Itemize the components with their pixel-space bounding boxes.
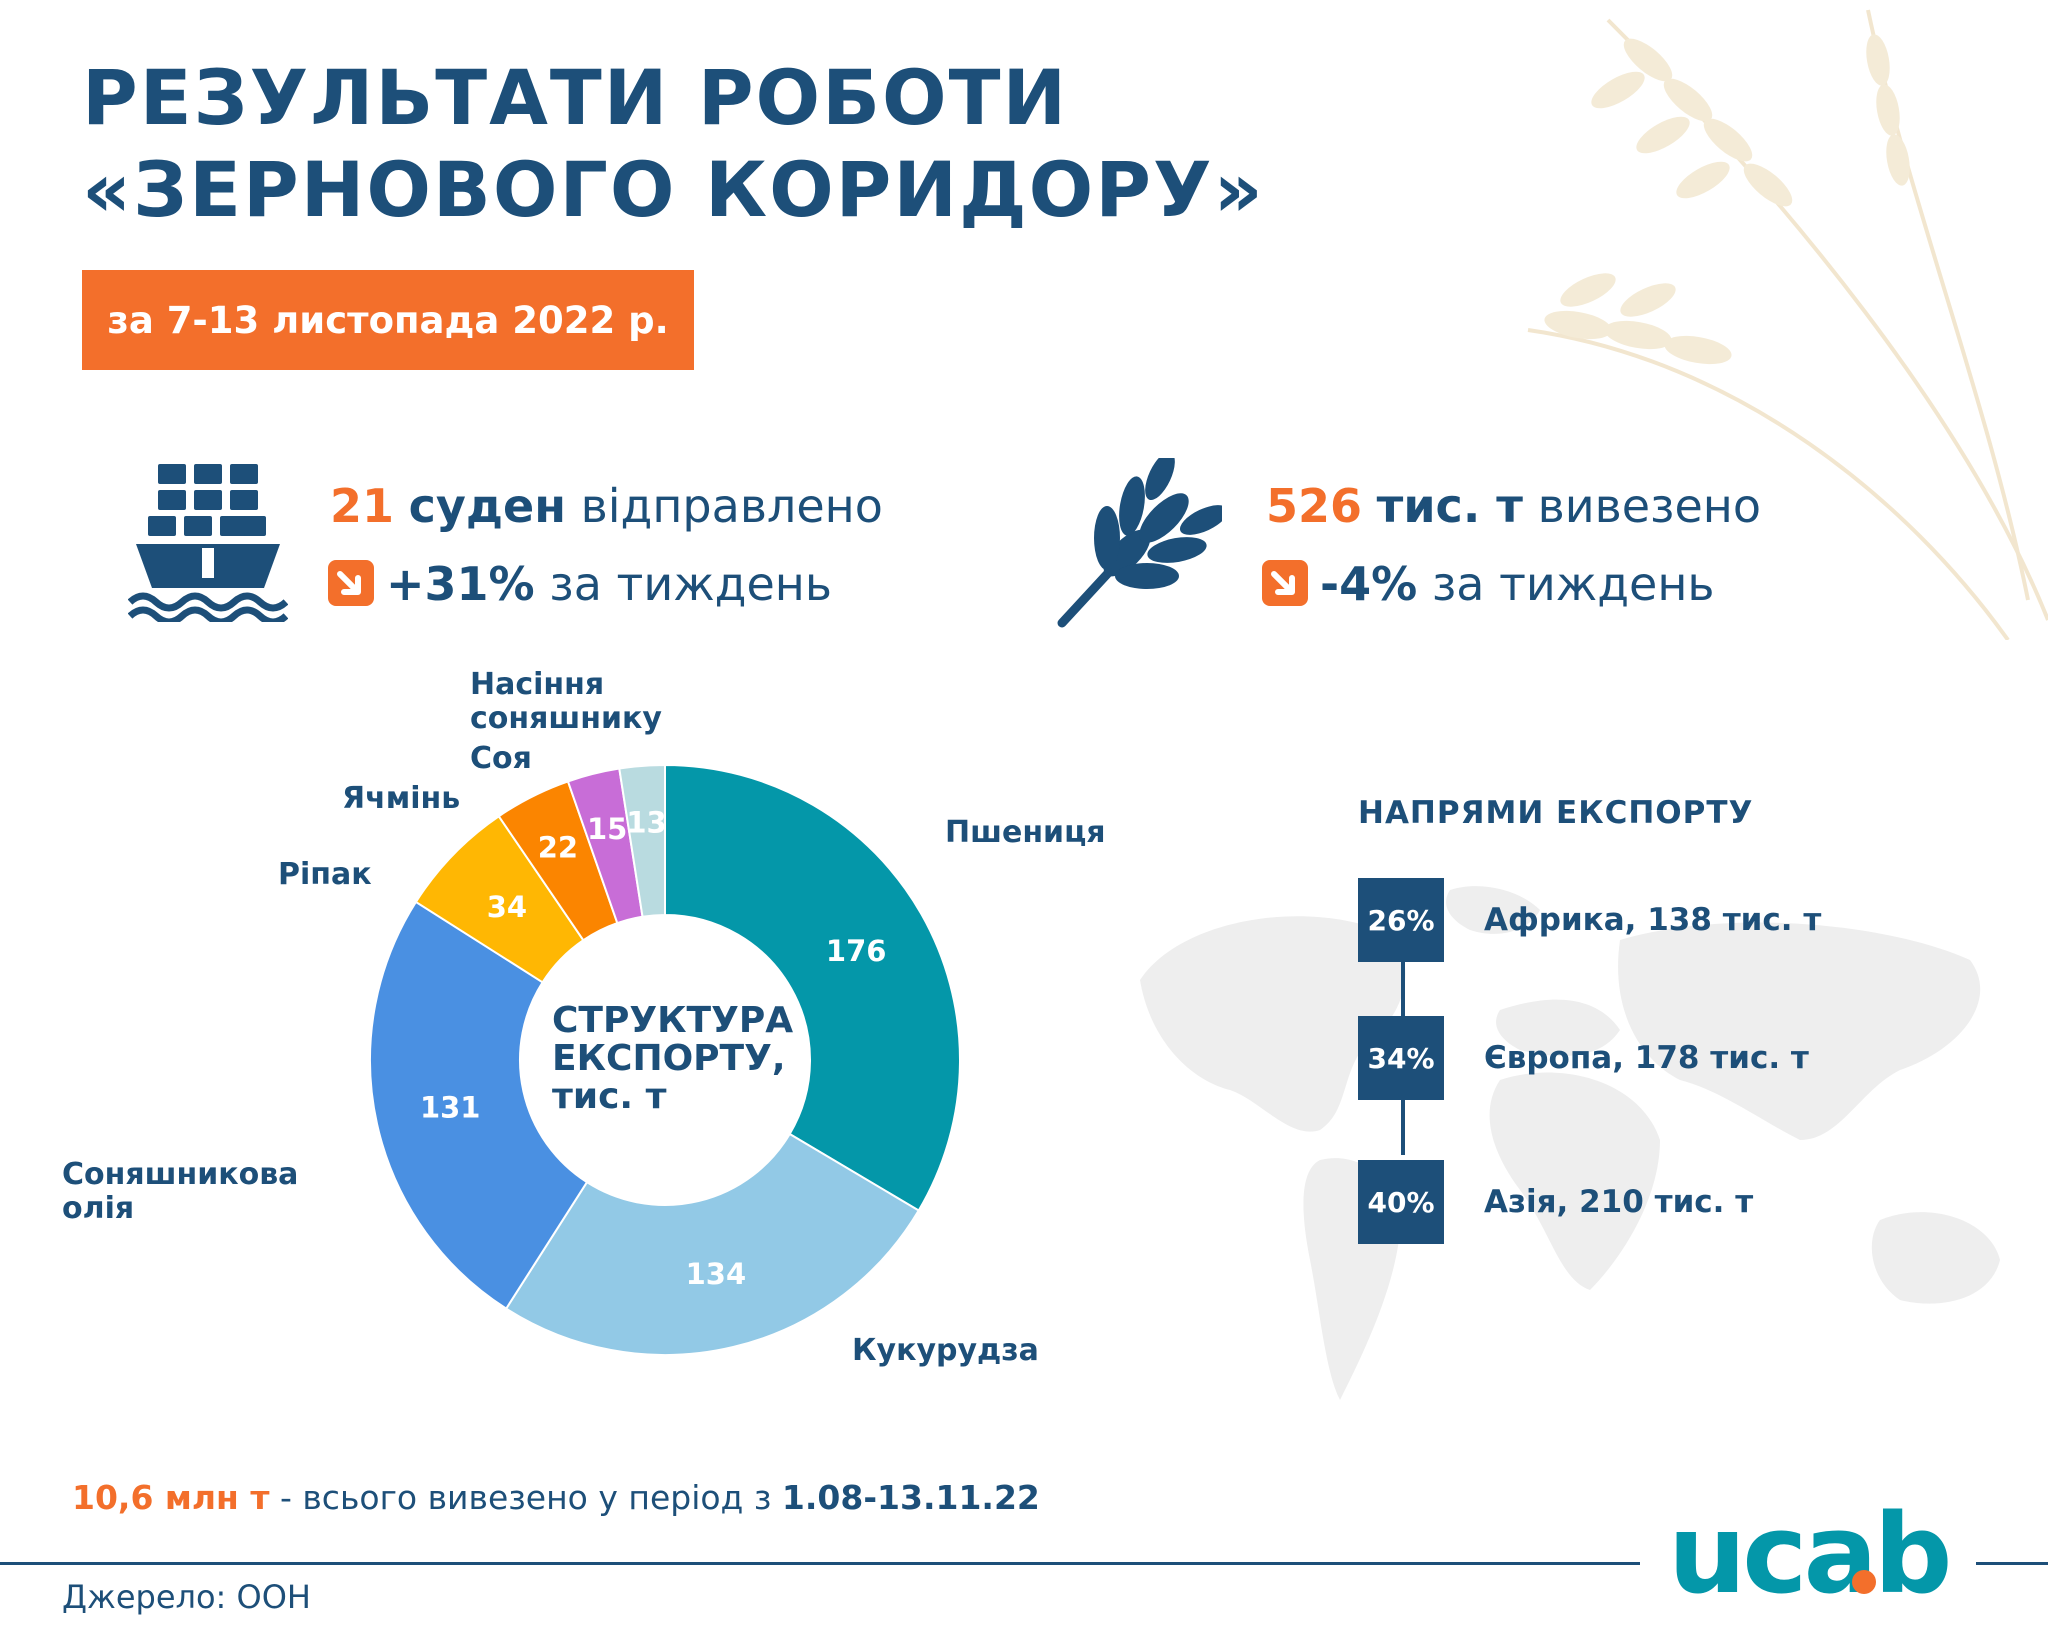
- world-map-icon: [1140, 886, 2000, 1400]
- direction-row-asia: 40% Азія, 210 тис. т: [1358, 1160, 1753, 1244]
- donut-value-label-6: 13: [626, 806, 666, 840]
- ucab-logo: ucab: [1668, 1490, 1958, 1618]
- footer-divider: [1976, 1562, 2048, 1565]
- donut-value-label-3: 34: [487, 890, 527, 924]
- total-period: 1.08-13.11.22: [781, 1478, 1040, 1517]
- tonnage-unit: тис. т: [1376, 479, 1523, 533]
- tonnage-verb: вивезено: [1537, 479, 1761, 533]
- donut-value-label-1: 134: [686, 1257, 747, 1291]
- tonnage-exported-stat: 526 тис. т вивезено: [1266, 478, 1761, 534]
- wheat-ear-icon: [1057, 458, 1222, 628]
- direction-label: Азія, 210 тис. т: [1484, 1184, 1754, 1220]
- trend-arrow-icon: [1262, 560, 1308, 606]
- total-exported-note: 10,6 млн т - всього вивезено у період з …: [72, 1478, 1040, 1517]
- ships-change-suffix: за тиждень: [549, 557, 832, 611]
- total-text: - всього вивезено у період з: [269, 1478, 782, 1517]
- direction-pct: 26%: [1358, 878, 1444, 962]
- tonnage-value: 526: [1266, 479, 1363, 533]
- ships-verb: відправлено: [580, 479, 883, 533]
- donut-category-label-6: Насіння соняшнику: [470, 667, 662, 736]
- wheat-background-icon: [1527, 9, 2048, 640]
- total-value: 10,6 млн т: [72, 1478, 270, 1517]
- direction-label: Європа, 178 тис. т: [1484, 1040, 1809, 1076]
- donut-category-label-2: Соняшникова олія: [62, 1157, 298, 1226]
- tonnage-change-stat: -4% за тиждень: [1262, 556, 1715, 612]
- donut-segment-6: [618, 763, 666, 918]
- chart-center-line-1: СТРУКТУРА: [552, 1000, 793, 1041]
- footer-divider: [0, 1562, 1640, 1565]
- direction-pct: 34%: [1358, 1016, 1444, 1100]
- cargo-ship-icon: [128, 464, 288, 622]
- donut-value-label-0: 176: [826, 934, 887, 968]
- donut-segment-2: [369, 900, 589, 1310]
- direction-label: Африка, 138 тис. т: [1484, 902, 1822, 938]
- donut-category-label-3: Ріпак: [278, 857, 372, 892]
- ships-change-stat: +31% за тиждень: [328, 556, 832, 612]
- chart-center-line-3: тис. т: [552, 1076, 667, 1117]
- donut-segment-0: [664, 763, 961, 1212]
- ships-change: +31%: [386, 557, 535, 611]
- donut-segments: [369, 763, 961, 1356]
- donut-value-label-2: 131: [420, 1091, 481, 1125]
- donut-value-label-4: 22: [538, 830, 578, 864]
- period-badge: за 7-13 листопада 2022 р.: [82, 270, 694, 370]
- direction-row-africa: 26% Африка, 138 тис. т: [1358, 878, 1821, 962]
- source-note: Джерело: ООН: [62, 1578, 311, 1616]
- ships-count: 21: [330, 479, 395, 533]
- directions-title: НАПРЯМИ ЕКСПОРТУ: [1358, 795, 1754, 831]
- donut-category-label-1: Кукурудза: [852, 1333, 1039, 1368]
- title-line-1: РЕЗУЛЬТАТИ РОБОТИ: [82, 53, 1069, 142]
- direction-row-europe: 34% Європа, 178 тис. т: [1358, 1016, 1809, 1100]
- donut-category-label-5: Соя: [470, 741, 532, 776]
- chart-center-line-2: ЕКСПОРТУ,: [552, 1038, 786, 1079]
- ships-unit: суден: [408, 479, 567, 533]
- chart-center-title: СТРУКТУРА ЕКСПОРТУ, тис. т: [552, 1000, 806, 1117]
- donut-value-label-5: 15: [587, 812, 627, 846]
- direction-pct: 40%: [1358, 1160, 1444, 1244]
- donut-category-label-0: Пшениця: [945, 815, 1106, 850]
- tonnage-change-suffix: за тиждень: [1431, 557, 1715, 611]
- page-title: РЕЗУЛЬТАТИ РОБОТИ «ЗЕРНОВОГО КОРИДОРУ»: [82, 52, 1265, 236]
- title-line-2: «ЗЕРНОВОГО КОРИДОРУ»: [82, 145, 1265, 234]
- tonnage-change: -4%: [1320, 557, 1418, 611]
- donut-segment-1: [504, 1132, 921, 1356]
- trend-arrow-icon: [328, 560, 374, 606]
- donut-categories: Пшениця Кукурудза Соняшникова олія Ріпак Ячмі…: [62, 667, 1106, 1368]
- donut-category-label-4: Ячмінь: [342, 781, 460, 816]
- ships-sent-stat: 21 суден відправлено: [330, 478, 883, 534]
- logo-text: ucab: [1668, 1500, 1948, 1610]
